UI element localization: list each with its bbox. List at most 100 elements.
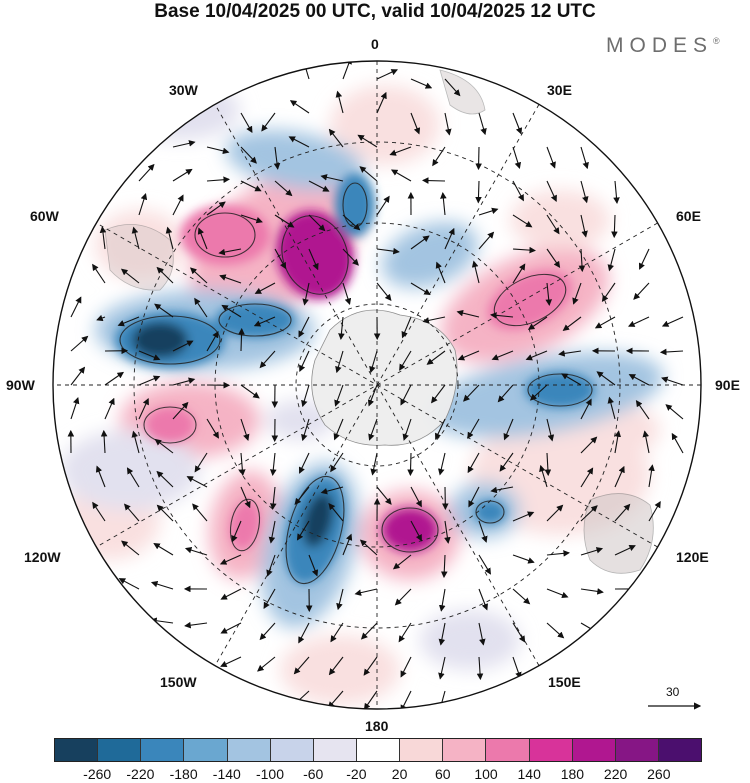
colorbar-tick-label: -180 (169, 766, 198, 782)
wind-vector-arrow (512, 112, 523, 135)
wind-vector-arrow (596, 371, 616, 386)
wind-vector-arrow (194, 452, 208, 473)
wind-vector-arrow (206, 331, 219, 352)
colorbar-segment (227, 738, 271, 762)
lon-label-90w: 90W (6, 377, 35, 393)
wind-vector-arrow (390, 169, 412, 182)
wind-vector-arrow (294, 486, 310, 505)
wind-vector-arrow (357, 134, 378, 148)
wind-vector-arrow (410, 112, 421, 135)
wind-vector-arrow (301, 418, 310, 442)
colorbar-tick-label: 100 (474, 766, 498, 782)
colorbar-tick-label: -60 (303, 766, 324, 782)
wind-vector-arrow (525, 350, 548, 361)
wind-vector-arrow (410, 520, 422, 542)
wind-vector-arrow (342, 282, 352, 306)
lon-label-150e: 150E (548, 674, 581, 690)
wind-vector-arrow (376, 195, 390, 216)
wind-vector-arrow (131, 226, 140, 250)
wind-vector-arrow (231, 520, 242, 543)
wind-vector-arrow (219, 554, 242, 565)
wind-vector-arrow (363, 690, 378, 709)
wind-vector-arrow (70, 366, 86, 386)
wind-vector-arrow (421, 177, 446, 184)
wind-vector-arrow (320, 486, 344, 495)
wind-vector-arrow (240, 180, 262, 192)
wind-vector-arrow (308, 180, 330, 192)
wind-vector-arrow (302, 282, 310, 306)
wind-vector-arrow (400, 656, 412, 678)
negative-anomaly-region (302, 492, 334, 548)
wind-vector-arrow (363, 656, 378, 676)
lon-label-30w: 30W (169, 82, 198, 98)
positive-anomaly-region (330, 85, 440, 165)
wind-vector-arrow (368, 418, 378, 441)
wind-vector-arrow (376, 486, 392, 505)
wind-vector-arrow (298, 316, 310, 338)
wind-vector-arrow (219, 274, 242, 284)
wind-vector-arrow (392, 554, 412, 570)
wind-vector-arrow (546, 180, 557, 202)
wind-vector-arrow (659, 348, 684, 356)
wind-vector-arrow (512, 622, 526, 643)
wind-vector-arrow (138, 163, 155, 182)
wind-vector-arrow (613, 180, 620, 204)
wind-vector-arrow (330, 452, 344, 473)
wind-vector-arrow (274, 248, 287, 270)
wind-vector-arrow (410, 78, 433, 89)
wind-vector-arrow (478, 622, 486, 646)
wind-vector-arrow (580, 467, 594, 488)
colorbar-segment (184, 738, 228, 762)
wind-vector-arrow (335, 350, 344, 374)
wind-vector-arrow (389, 146, 412, 156)
wind-vector-arrow (527, 316, 548, 330)
wind-vector-arrow (614, 465, 625, 488)
wind-vector-arrow (398, 622, 412, 643)
wind-vector-arrow (367, 384, 378, 407)
wind-vector-arrow (117, 316, 140, 327)
anomaly-field (53, 61, 701, 709)
wind-vector-arrow (394, 588, 412, 606)
colorbar-segment (658, 738, 703, 762)
polar-map (52, 60, 702, 710)
wind-vector-arrow (156, 504, 174, 522)
wind-vector-arrow (189, 267, 208, 284)
colorbar-segment (98, 738, 142, 762)
wind-vector-arrow (238, 327, 245, 352)
wind-vector-arrow (172, 140, 196, 148)
wind-vector-arrow (399, 350, 412, 371)
wind-vector-arrow (126, 467, 140, 488)
wind-vector-arrow (269, 486, 277, 510)
wind-vector-arrow (138, 192, 148, 216)
anomaly-contour (194, 212, 256, 258)
wind-vector-arrow (330, 622, 344, 643)
wind-vector-arrow (468, 486, 480, 508)
colorbar-segment (141, 738, 185, 762)
wind-vector-arrow (529, 384, 548, 401)
wind-vector-arrow (308, 248, 319, 271)
wind-vector-arrow (435, 418, 446, 440)
wind-vector-arrow (478, 588, 489, 611)
wind-vector-arrow (558, 350, 582, 357)
wind-vector-arrow (572, 282, 582, 305)
wind-vector-arrow (438, 622, 446, 646)
wind-vector-arrow (336, 588, 344, 611)
wind-vector-arrow (259, 622, 276, 641)
wind-vector-arrow (607, 248, 616, 272)
wind-vector-arrow (444, 520, 451, 544)
wind-vector-arrow (342, 248, 359, 266)
wind-vector-arrow (400, 384, 412, 406)
wind-vector-arrow (261, 112, 276, 132)
colorbar-segment (400, 738, 444, 762)
wind-vector-arrow (354, 588, 378, 596)
wind-vector-arrow (475, 146, 482, 171)
positive-anomaly-region (382, 508, 438, 552)
wind-vector-arrow (478, 207, 499, 216)
wind-vector-arrow (463, 384, 480, 402)
colorbar-tick-label: 180 (560, 766, 585, 782)
colorbar-segment (443, 738, 487, 762)
negative-anomaly-region (420, 610, 520, 670)
wind-vector-arrow (369, 350, 378, 374)
wind-vector-arrow (104, 397, 115, 420)
wind-vector-arrow (539, 464, 548, 488)
